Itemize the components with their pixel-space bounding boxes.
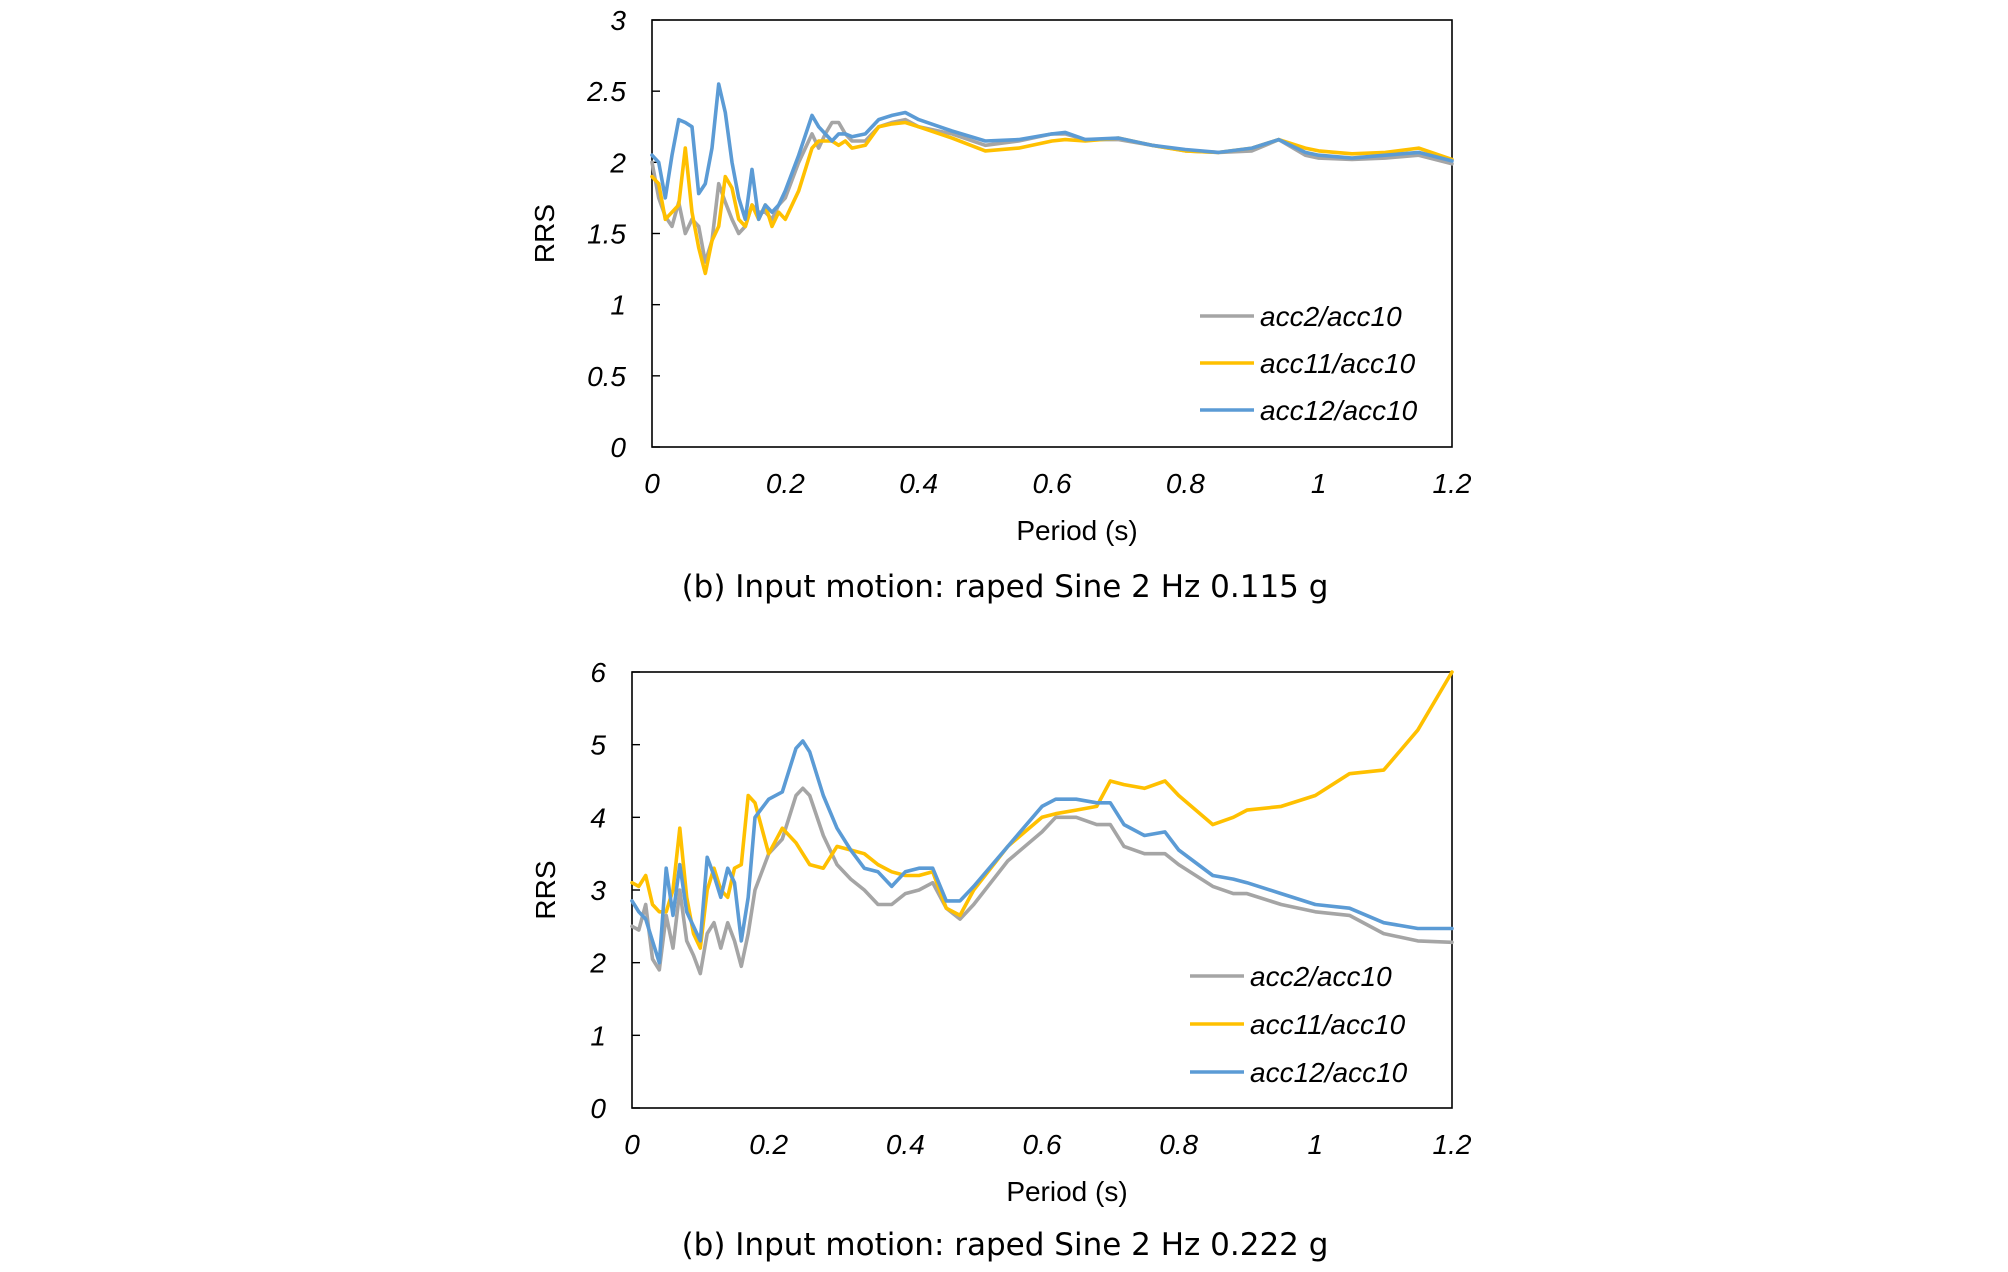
x-tick-label: 0.2 [749, 1129, 788, 1160]
legend-label: acc12/acc10 [1250, 1057, 1408, 1088]
y-tick-label: 2.5 [586, 76, 626, 107]
y-tick-label: 0 [590, 1093, 606, 1124]
y-tick-label: 3 [610, 5, 626, 36]
chart-bottom: 0 1 2 3 4 5 6 0 0.2 0.4 0.6 0.8 1 1.2 Period (s) RRS acc… [530, 657, 1472, 1263]
x-tick-label: 0 [644, 468, 660, 499]
x-axis-title: Period (s) [1006, 1176, 1127, 1207]
legend: acc2/acc10 acc11/acc10 acc12/acc10 [1200, 301, 1418, 426]
x-tick-label: 0.4 [899, 468, 938, 499]
x-tick-label: 1.2 [1433, 1129, 1472, 1160]
x-tick-label: 0.2 [766, 468, 805, 499]
series-line-acc11-acc10 [630, 670, 1454, 950]
legend-label: acc2/acc10 [1250, 961, 1392, 992]
x-tick-label: 1 [1311, 468, 1327, 499]
legend-label: acc11/acc10 [1260, 348, 1416, 379]
y-tick-label: 0 [610, 432, 626, 463]
y-tick-label: 3 [590, 875, 606, 906]
y-tick-label: 1 [610, 290, 626, 321]
y-tick-label: 2 [589, 948, 606, 979]
plot-area-frame [651, 19, 1453, 448]
x-axis-title: Period (s) [1016, 515, 1137, 546]
legend-label: acc2/acc10 [1260, 301, 1402, 332]
x-tick-label: 0.8 [1166, 468, 1205, 499]
x-tick-label: 0 [624, 1129, 640, 1160]
y-tick-label: 4 [590, 802, 606, 833]
x-tick-label: 1 [1308, 1129, 1324, 1160]
chart-top: 0 0.5 1 1.5 2 2.5 3 0 0.2 0.4 0.6 0.8 1 1.2 Period (s)… [529, 5, 1472, 605]
y-tick-label: 0.5 [587, 361, 626, 392]
legend-label: acc11/acc10 [1250, 1009, 1406, 1040]
y-axis-title: RRS [530, 860, 561, 919]
series-line-acc12-acc10 [650, 82, 1454, 222]
x-tick-label: 0.8 [1159, 1129, 1198, 1160]
legend-label: acc12/acc10 [1260, 395, 1418, 426]
y-tick-label: 1 [590, 1020, 606, 1051]
x-tick-label: 1.2 [1433, 468, 1472, 499]
figure-caption: (b) Input motion: raped Sine 2 Hz 0.222 … [682, 1227, 1329, 1263]
y-tick-label: 2 [609, 147, 626, 178]
y-tick-label: 1.5 [587, 219, 626, 250]
y-tick-label: 6 [590, 657, 606, 688]
series-line-acc12-acc10 [630, 739, 1454, 965]
series-line-acc11-acc10 [650, 120, 1454, 276]
y-tick-label: 5 [590, 730, 606, 761]
y-axis-title: RRS [529, 204, 560, 263]
series-line-acc2-acc10 [630, 786, 1454, 976]
figure-caption: (b) Input motion: raped Sine 2 Hz 0.115 … [682, 569, 1329, 605]
x-tick-label: 0.4 [886, 1129, 925, 1160]
x-tick-label: 0.6 [1023, 1129, 1062, 1160]
legend: acc2/acc10 acc11/acc10 acc12/acc10 [1190, 961, 1408, 1088]
x-tick-label: 0.6 [1033, 468, 1072, 499]
